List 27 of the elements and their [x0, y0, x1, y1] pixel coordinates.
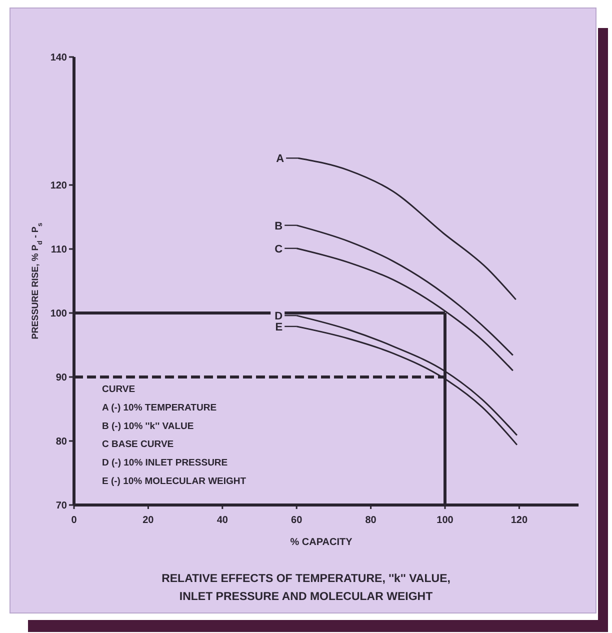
annotation: E (-) 10% MOLECULAR WEIGHT — [102, 476, 246, 487]
x-tick-label: 100 — [436, 515, 454, 526]
x-tick-label: 40 — [216, 515, 228, 526]
text: RELATIVE EFFECTS OF TEMPERATURE, ''k'' VALUE, INLET PRESSURE AND MOLECULAR WEIGHT — [162, 573, 450, 603]
y-tick-label: 90 — [56, 372, 68, 384]
annotation: D (-) 10% INLET PRESSURE — [102, 458, 228, 469]
annotation: B (-) 10% ''k'' VALUE — [102, 420, 194, 432]
legend-label: E — [275, 321, 283, 334]
legend-label: B — [274, 220, 283, 232]
annotation: C BASE CURVE — [102, 439, 174, 450]
x-tick-label: 120 — [510, 515, 528, 526]
y-tick-label: 120 — [50, 180, 68, 192]
y-tick-label: 110 — [50, 244, 68, 256]
x-tick-label: 60 — [291, 515, 303, 526]
x-tick-label: 20 — [142, 515, 154, 526]
annotation: CURVE — [102, 384, 136, 395]
legend-label: D — [274, 310, 283, 323]
annotation: A (-) 10% TEMPERATURE — [102, 402, 217, 414]
x-tick-label: 0 — [71, 515, 78, 526]
x-axis-title: % CAPACITY — [290, 537, 353, 548]
y-tick-label: 140 — [50, 52, 68, 64]
y-tick-label: 80 — [56, 436, 68, 448]
x-tick-label: 80 — [365, 515, 377, 526]
legend-label: C — [274, 243, 283, 256]
legend-label: A — [276, 153, 284, 166]
y-tick-label: 100 — [50, 308, 68, 320]
y-tick-label: 70 — [56, 500, 68, 512]
